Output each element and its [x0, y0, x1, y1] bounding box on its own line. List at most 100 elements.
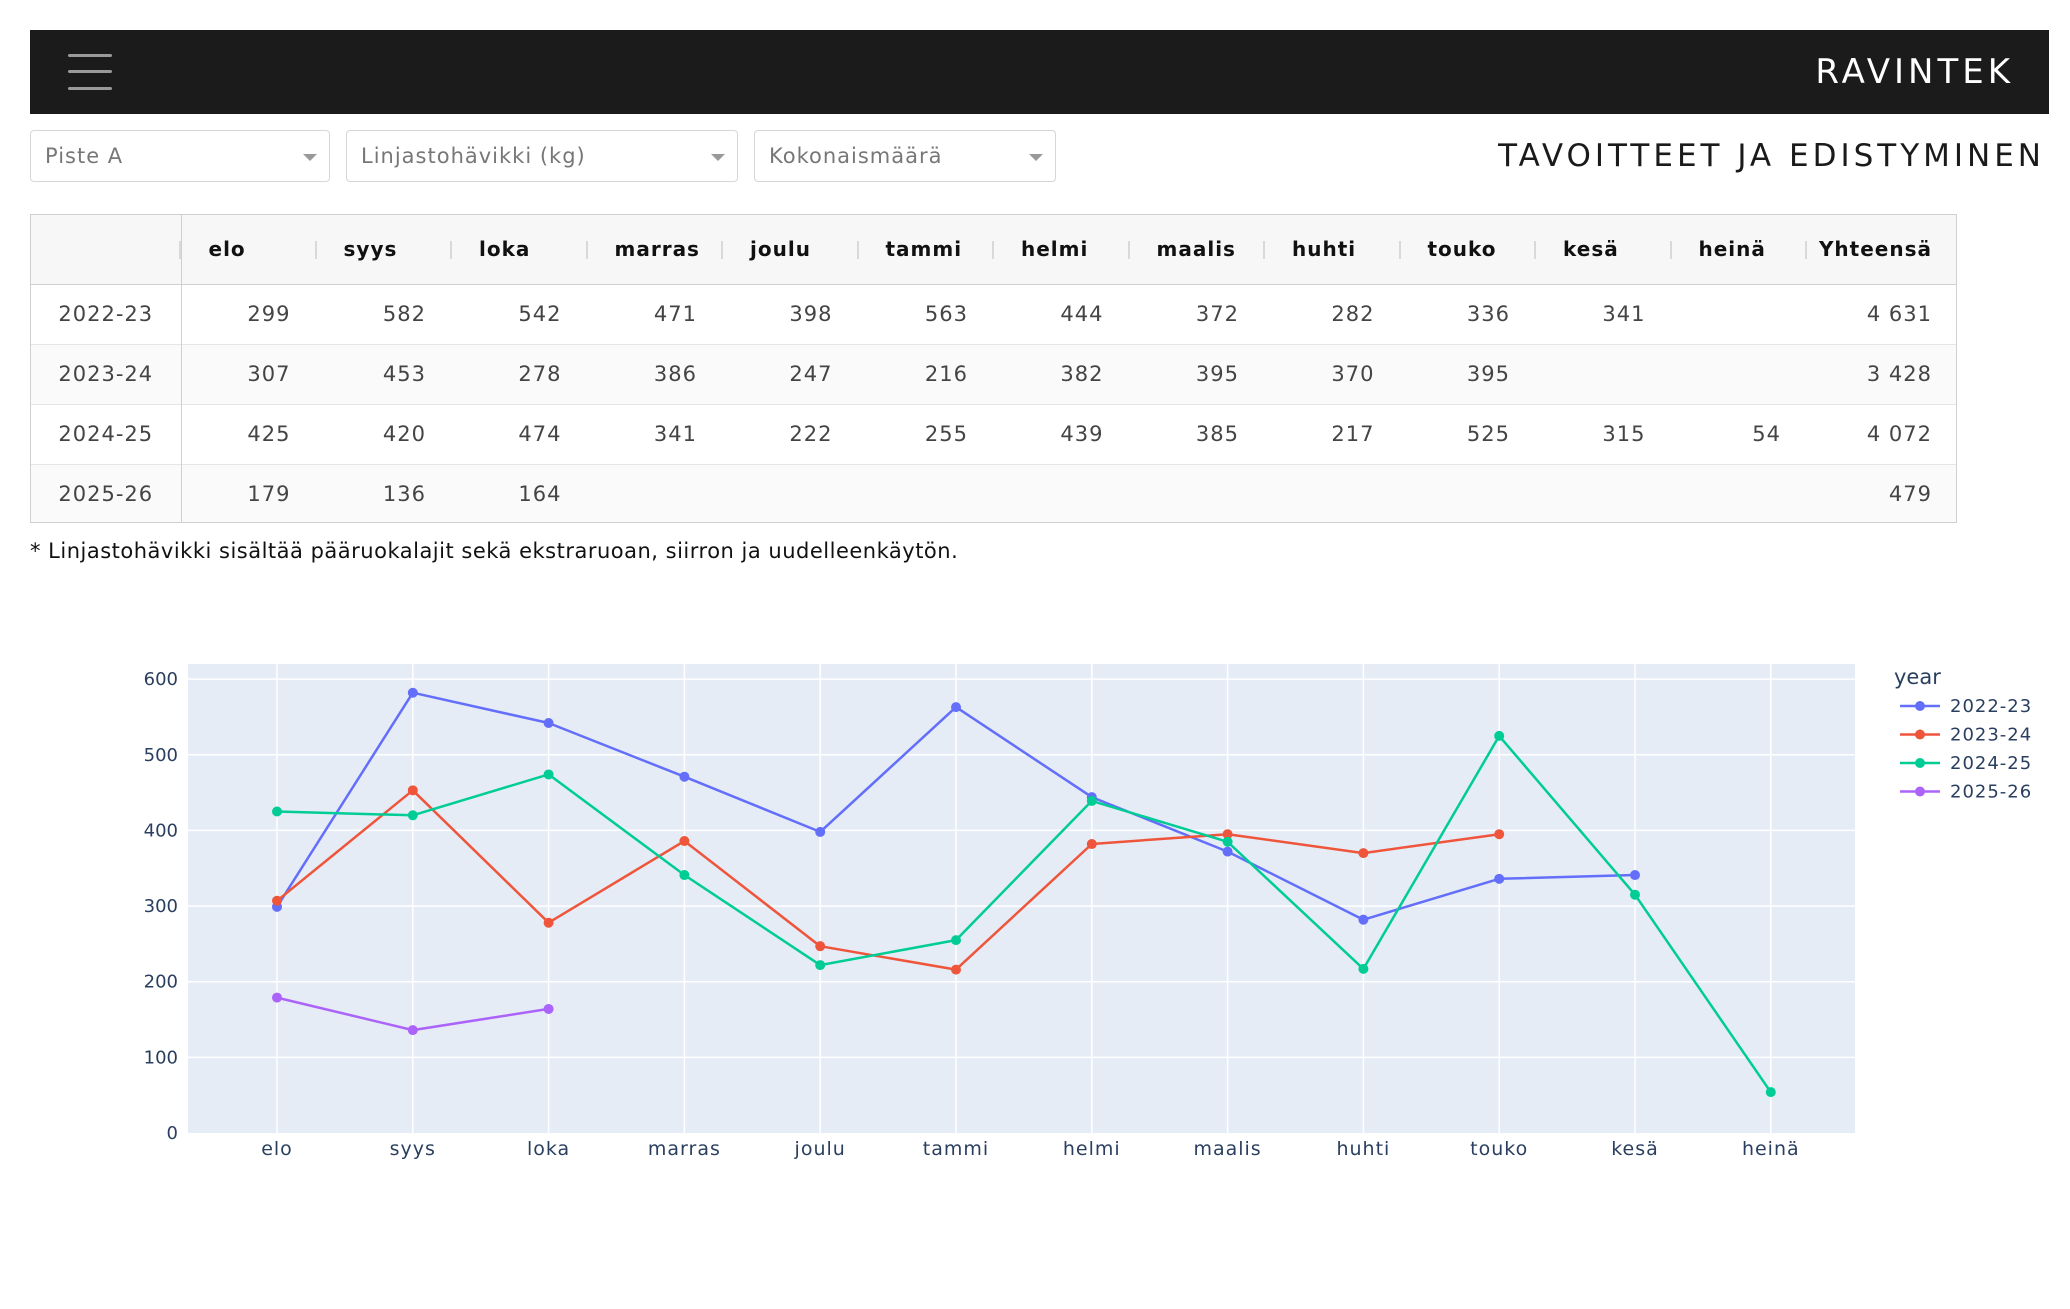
data-point[interactable]	[1086, 795, 1097, 806]
column-header[interactable]: tammi	[858, 215, 994, 285]
location-dropdown-value: Piste A	[45, 144, 124, 168]
column-header[interactable]: Yhteensä	[1807, 215, 1956, 285]
x-tick-label: syys	[390, 1138, 436, 1160]
data-point[interactable]	[543, 769, 554, 780]
table-cell: 563	[924, 302, 968, 326]
column-header[interactable]: syys	[316, 215, 452, 285]
table-cell: 398	[789, 302, 833, 326]
data-point[interactable]	[815, 941, 826, 952]
data-point[interactable]	[543, 917, 554, 928]
table-cell: 299	[247, 302, 291, 326]
data-point[interactable]	[407, 785, 418, 796]
data-point[interactable]	[1630, 889, 1640, 900]
table-cell: 341	[1602, 302, 1646, 326]
legend-entry[interactable]: 2024-25	[1950, 753, 2032, 774]
y-tick-label: 300	[144, 896, 178, 917]
data-point[interactable]	[1358, 914, 1369, 925]
data-point[interactable]	[543, 718, 554, 729]
data-point[interactable]	[1494, 873, 1505, 884]
data-point[interactable]	[1630, 870, 1640, 881]
data-point[interactable]	[543, 1003, 554, 1014]
column-header[interactable]: marras	[587, 215, 723, 285]
data-point[interactable]	[272, 806, 282, 817]
column-header[interactable]: kesä	[1536, 215, 1672, 285]
table-cell	[1265, 464, 1401, 522]
data-point[interactable]	[407, 810, 418, 821]
column-header[interactable]: maalis	[1129, 215, 1265, 285]
table-cell	[1536, 344, 1672, 404]
table-cell: 341	[653, 422, 697, 446]
data-point[interactable]	[951, 935, 961, 946]
data-point[interactable]	[1494, 730, 1505, 741]
table-cell	[1130, 464, 1266, 522]
y-tick-label: 400	[144, 820, 178, 841]
data-point[interactable]	[815, 826, 826, 837]
aggregation-dropdown[interactable]: Kokonaismäärä	[754, 130, 1056, 182]
column-header[interactable]: touko	[1400, 215, 1536, 285]
table-cell: 420	[382, 422, 426, 446]
column-header[interactable]: joulu	[723, 215, 859, 285]
table-cell	[859, 464, 995, 522]
table-cell: 582	[382, 302, 426, 326]
data-point[interactable]	[1358, 848, 1369, 859]
table-cell: 372	[1195, 302, 1239, 326]
series-line-2023-24	[276, 789, 1500, 971]
table-cell: 247	[789, 362, 833, 386]
data-point[interactable]	[1358, 963, 1369, 974]
row-year-cell: 2022-23	[31, 284, 182, 344]
row-year-cell: 2024-25	[31, 404, 182, 464]
table-cell: 425	[247, 422, 291, 446]
data-point[interactable]	[1494, 829, 1505, 840]
y-tick-label: 500	[144, 745, 178, 766]
data-point[interactable]	[407, 687, 418, 698]
legend-swatch-marker[interactable]	[1915, 758, 1925, 768]
table-cell: 255	[924, 422, 968, 446]
column-header[interactable]: helmi	[994, 215, 1130, 285]
table-cell: 370	[1331, 362, 1375, 386]
column-header[interactable]: heinä	[1671, 215, 1807, 285]
data-point[interactable]	[951, 964, 961, 975]
data-point[interactable]	[1765, 1087, 1776, 1098]
data-point[interactable]	[1222, 829, 1233, 840]
legend-swatch-marker[interactable]	[1915, 729, 1925, 740]
row-year-cell: 2025-26	[31, 464, 182, 522]
legend-entry[interactable]: 2023-24	[1950, 725, 2032, 746]
data-point[interactable]	[815, 960, 826, 971]
row-total-cell: 479	[1888, 482, 1932, 507]
table-cell: 525	[1466, 422, 1510, 446]
location-dropdown[interactable]: Piste A	[30, 130, 330, 182]
top-navigation-bar: RAVINTEK	[30, 30, 2049, 114]
data-point[interactable]	[272, 895, 282, 906]
legend-entry[interactable]: 2025-26	[1950, 782, 2032, 803]
column-header[interactable]: loka	[452, 215, 588, 285]
table-cell	[994, 464, 1130, 522]
table-cell: 164	[518, 482, 562, 507]
page-title: TAVOITTEET JA EDISTYMINEN	[1498, 138, 2045, 174]
x-tick-label: touko	[1470, 1138, 1528, 1160]
data-point[interactable]	[679, 870, 690, 881]
data-point[interactable]	[951, 702, 961, 713]
row-total-cell: 3 428	[1866, 362, 1932, 386]
data-point[interactable]	[1222, 836, 1233, 847]
legend-entry[interactable]: 2022-23	[1950, 696, 2032, 717]
hamburger-menu-icon[interactable]	[68, 54, 112, 90]
column-header[interactable]: huhti	[1265, 215, 1401, 285]
table-cell: 382	[1060, 362, 1104, 386]
data-point[interactable]	[272, 992, 282, 1003]
data-point[interactable]	[1222, 846, 1233, 857]
column-header[interactable]: elo	[181, 215, 317, 285]
table-cell: 222	[789, 422, 833, 446]
data-point[interactable]	[1086, 839, 1097, 850]
table-cell: 439	[1060, 422, 1104, 446]
data-point[interactable]	[679, 771, 690, 782]
measure-dropdown[interactable]: Linjastohävikki (kg)	[346, 130, 738, 182]
legend-swatch-marker[interactable]	[1915, 701, 1925, 711]
table-cell: 315	[1602, 422, 1646, 446]
table-cell	[1672, 464, 1808, 522]
data-point[interactable]	[679, 836, 690, 847]
table-cell: 395	[1195, 362, 1239, 386]
data-point[interactable]	[407, 1025, 418, 1036]
row-total-cell: 4 072	[1866, 422, 1932, 446]
legend-swatch-marker[interactable]	[1915, 786, 1925, 797]
chevron-down-icon	[303, 154, 317, 161]
